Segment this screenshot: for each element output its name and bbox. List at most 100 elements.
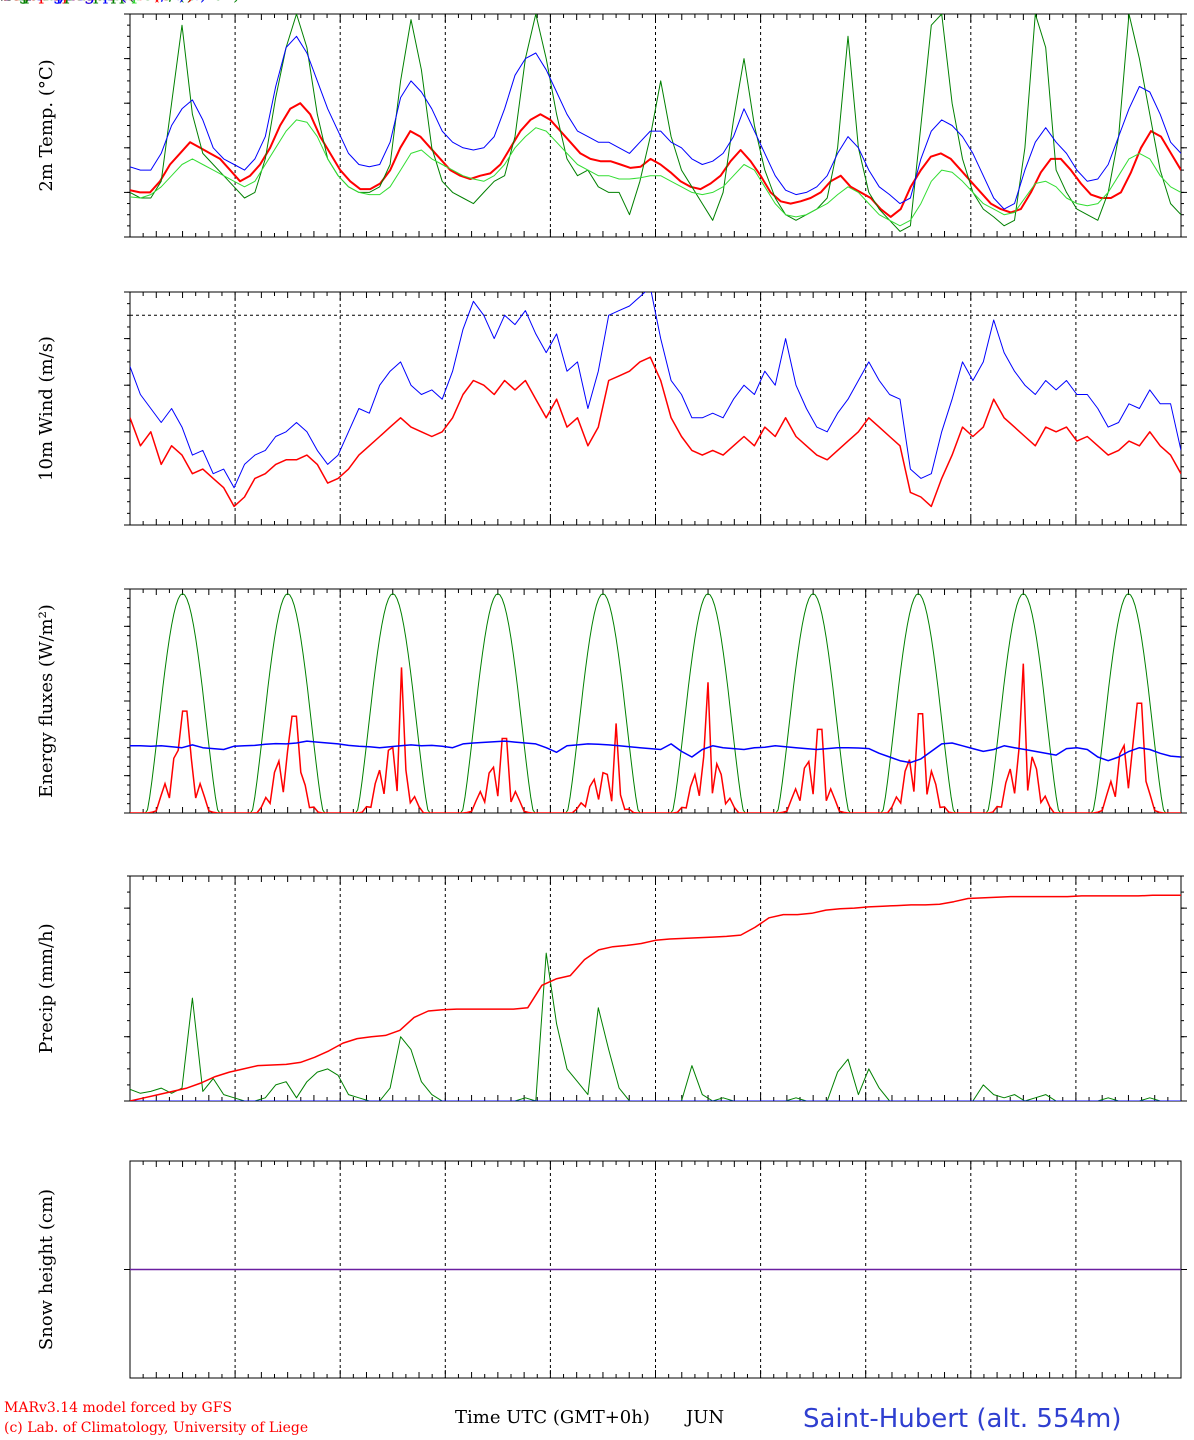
hour-tick-label: 18 (0, 0, 8, 4)
hour-tick-label: 12 (0, 0, 8, 4)
date-label: JUN 22 (0, 0, 35, 5)
hour-tick-label: 18 (0, 0, 8, 4)
day-of-week-label: Su (0, 0, 12, 5)
hour-tick-label: 18 (0, 0, 8, 4)
hour-tick-label: 06 (0, 0, 8, 4)
hour-tick-label: 06 (0, 0, 8, 4)
hour-tick-label: 06 (0, 0, 8, 4)
day-of-week-label: Mo (0, 0, 15, 5)
series-line (130, 102, 1181, 218)
series-line (130, 356, 1181, 508)
hour-tick-label: 18 (0, 0, 8, 4)
hour-tick-label: 18 (0, 0, 8, 4)
toa-solar-day (235, 593, 341, 813)
solar-day (445, 737, 551, 813)
hour-tick-label: 18 (0, 0, 8, 4)
hour-tick-label: 12 (0, 0, 8, 4)
hour-tick-label: 18 (0, 0, 8, 4)
legend-liquid-precip-mm-h-: Liquid precip (mm/h) (0, 0, 194, 5)
date-label: JUN 20 (0, 0, 35, 5)
hour-tick-label: 18 (0, 0, 8, 4)
hour-tick-label: 00 (0, 0, 8, 4)
hour-tick-label: 18 (0, 0, 8, 4)
hour-tick-label: 12 (0, 0, 8, 4)
hour-tick-label: 18 (0, 0, 8, 4)
day-of-week-label: Sa (0, 0, 12, 5)
hour-tick-label: 00 (0, 0, 8, 4)
hour-tick-label: 12 (0, 0, 8, 4)
legend-solar: Solar (0, 0, 49, 5)
hour-tick-label: 06 (0, 0, 8, 4)
date-label: JUN 19 (0, 0, 35, 5)
legend-wind-speed: Wind speed (0, 0, 106, 5)
hour-tick-label: 12 (0, 0, 8, 4)
hour-tick-label: 06 (0, 0, 8, 4)
hour-tick-label: 00 (0, 0, 8, 4)
date-label: JUN 17 (0, 0, 35, 5)
legend-temperature: Temperature (0, 0, 118, 5)
date-label: JUN 20 (0, 0, 35, 5)
hour-tick-label: 12 (0, 0, 8, 4)
date-label: JUN 26 (0, 0, 35, 5)
date-label: JUN 24 (0, 0, 35, 5)
toa-solar-day (655, 593, 761, 813)
hour-tick-label: 18 (0, 0, 8, 4)
hour-tick-label: 18 (0, 0, 8, 4)
hour-tick-label: 06 (0, 0, 8, 4)
hour-tick-label: 06 (0, 0, 8, 4)
hour-tick-label: 18 (0, 0, 8, 4)
hour-tick-label: 00 (0, 0, 8, 4)
date-label: JUN 17 (0, 0, 35, 5)
hour-tick-label: 06 (0, 0, 8, 4)
legend-total-cumulated-cm-: Total cumulated (cm) (0, 0, 194, 5)
hour-tick-label: 12 (0, 0, 8, 4)
hour-tick-label: 00 (0, 0, 8, 4)
station-label: Saint-Hubert (alt. 554m) (803, 1404, 1122, 1434)
toa-solar-day (550, 593, 656, 813)
credit-line-2: (c) Lab. of Climatology, University of L… (4, 1420, 308, 1436)
hour-tick-label: 06 (0, 0, 8, 4)
hour-tick-label: 18 (0, 0, 8, 4)
hour-tick-label: 00 (0, 0, 8, 4)
hour-tick-label: 06 (0, 0, 8, 4)
date-label: JUN 23 (0, 0, 35, 5)
hour-tick-label: 06 (0, 0, 8, 4)
y-axis-label: Precip (mm/h) (36, 923, 57, 1053)
hour-tick-label: 06 (0, 0, 8, 4)
date-label: JUN 25 (0, 0, 35, 5)
date-label: JUN 24 (0, 0, 35, 5)
hour-tick-label: 12 (0, 0, 8, 4)
bottom-date-label: 22 (0, 0, 8, 3)
date-label: JUN 24 (0, 0, 35, 5)
hour-tick-label: 12 (0, 0, 8, 4)
date-label: JUN 25 (0, 0, 35, 5)
date-label: JUN 18 (0, 0, 35, 5)
hour-tick-label: 00 (0, 0, 8, 4)
hour-tick-label: 12 (0, 0, 8, 4)
solar-day (130, 710, 236, 813)
hour-tick-label: 18 (0, 0, 8, 4)
hour-tick-label: 06 (0, 0, 8, 4)
hour-tick-label: 00 (0, 0, 8, 4)
bottom-date-label: 24 (0, 0, 8, 3)
hour-tick-label: 00 (0, 0, 8, 4)
series-line (130, 119, 1181, 227)
hour-tick-label: 06 (0, 0, 8, 4)
date-label: JUN 23 (0, 0, 35, 5)
hour-tick-label: 12 (0, 0, 8, 4)
date-label: JUN 21 (0, 0, 35, 5)
date-label: JUN 22 (0, 0, 35, 5)
toa-solar-day (445, 593, 551, 813)
date-label: JUN 19 (0, 0, 35, 5)
hour-tick-label: 00 (0, 0, 8, 4)
hour-tick-label: 06 (0, 0, 8, 4)
date-label: JUN 26 (0, 0, 35, 5)
date-label: JUN 18 (0, 0, 35, 5)
hour-tick-label: 12 (0, 0, 8, 4)
hour-tick-label: 00 (0, 0, 8, 4)
hour-tick-label: 18 (0, 0, 8, 4)
date-label: JUN 26 (0, 0, 35, 5)
solar-day (970, 663, 1076, 813)
hour-tick-label: 06 (0, 0, 8, 4)
